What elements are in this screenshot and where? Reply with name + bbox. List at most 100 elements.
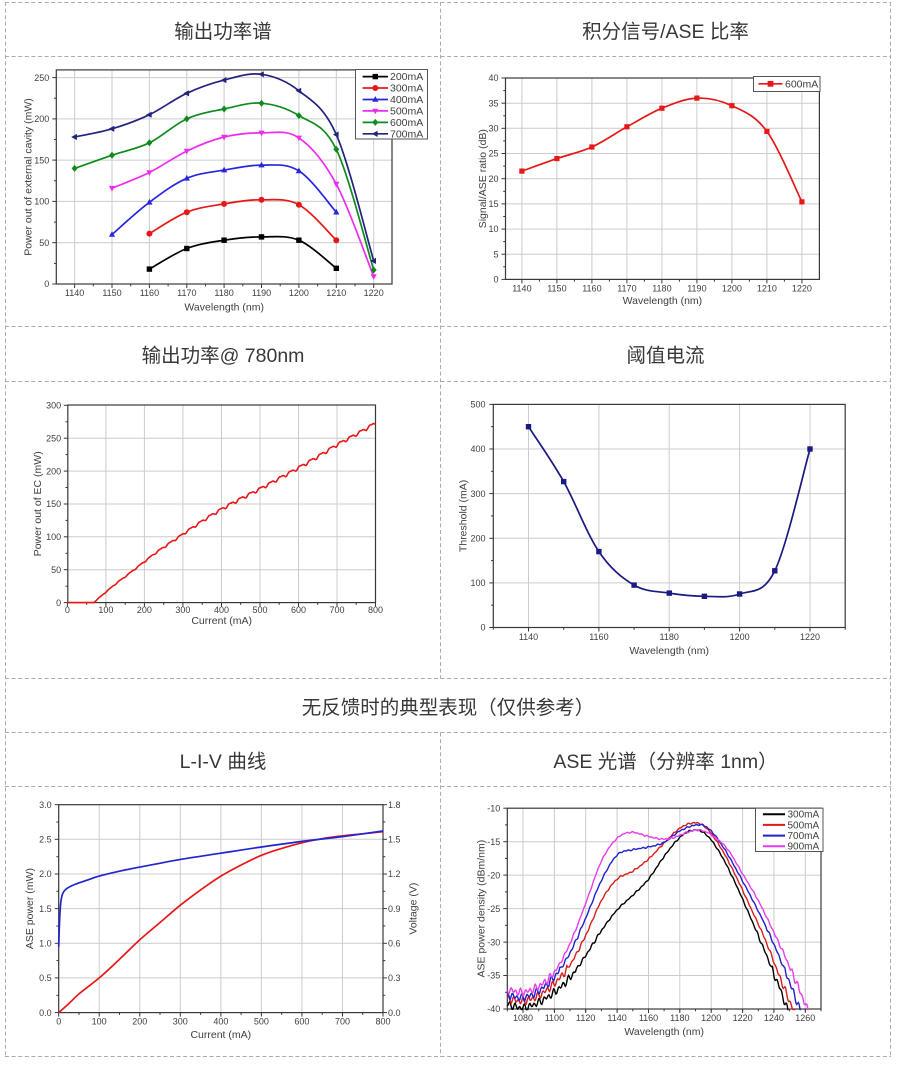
svg-text:200mA: 200mA bbox=[390, 71, 423, 83]
svg-text:1200: 1200 bbox=[722, 283, 742, 293]
svg-text:0: 0 bbox=[44, 279, 49, 289]
svg-text:1180: 1180 bbox=[652, 283, 671, 293]
svg-text:0: 0 bbox=[65, 605, 70, 615]
svg-text:-10: -10 bbox=[487, 803, 500, 813]
svg-text:3.0: 3.0 bbox=[39, 800, 52, 810]
svg-text:Wavelength (nm): Wavelength (nm) bbox=[629, 645, 709, 657]
svg-text:1140: 1140 bbox=[512, 283, 531, 293]
svg-text:0.0: 0.0 bbox=[39, 1008, 52, 1018]
svg-text:1260: 1260 bbox=[795, 1013, 815, 1023]
svg-text:1.0: 1.0 bbox=[39, 939, 52, 949]
svg-text:600mA: 600mA bbox=[785, 78, 818, 90]
svg-text:1170: 1170 bbox=[617, 283, 636, 293]
svg-text:200: 200 bbox=[470, 534, 485, 544]
svg-text:Power out of external cavity (: Power out of external cavity (mW) bbox=[22, 98, 34, 256]
svg-text:ASE power density (dBm/nm): ASE power density (dBm/nm) bbox=[476, 840, 488, 978]
svg-text:1210: 1210 bbox=[326, 288, 346, 298]
svg-text:-20: -20 bbox=[487, 870, 500, 880]
svg-text:1220: 1220 bbox=[792, 283, 812, 293]
svg-text:200: 200 bbox=[132, 1017, 147, 1027]
svg-text:400: 400 bbox=[214, 605, 229, 615]
svg-text:100: 100 bbox=[34, 197, 49, 207]
svg-text:0.0: 0.0 bbox=[388, 1008, 401, 1018]
svg-text:-15: -15 bbox=[487, 837, 500, 847]
svg-text:1160: 1160 bbox=[140, 288, 159, 298]
svg-text:400mA: 400mA bbox=[390, 94, 423, 106]
svg-text:1.5: 1.5 bbox=[388, 835, 401, 845]
svg-text:1.5: 1.5 bbox=[39, 904, 52, 914]
svg-text:400: 400 bbox=[470, 444, 485, 454]
svg-text:1180: 1180 bbox=[214, 288, 233, 298]
svg-text:1220: 1220 bbox=[733, 1013, 753, 1023]
svg-text:100: 100 bbox=[98, 605, 113, 615]
svg-text:1170: 1170 bbox=[177, 288, 196, 298]
svg-text:Current (mA): Current (mA) bbox=[191, 615, 252, 627]
svg-text:800: 800 bbox=[368, 605, 383, 615]
svg-text:300: 300 bbox=[173, 1017, 188, 1027]
svg-text:1210: 1210 bbox=[757, 283, 777, 293]
svg-text:1180: 1180 bbox=[660, 632, 679, 642]
svg-text:400: 400 bbox=[213, 1017, 228, 1027]
svg-text:0.6: 0.6 bbox=[388, 939, 401, 949]
svg-text:1200: 1200 bbox=[730, 632, 750, 642]
svg-text:200: 200 bbox=[46, 466, 61, 476]
svg-text:500: 500 bbox=[252, 605, 267, 615]
svg-text:1140: 1140 bbox=[65, 288, 84, 298]
svg-text:Power out of EC (mW): Power out of EC (mW) bbox=[32, 451, 44, 556]
svg-text:35: 35 bbox=[488, 98, 498, 108]
svg-text:Wavelength (nm): Wavelength (nm) bbox=[624, 1026, 704, 1038]
svg-text:0.9: 0.9 bbox=[388, 904, 401, 914]
svg-text:200: 200 bbox=[34, 114, 49, 124]
svg-text:300: 300 bbox=[470, 489, 485, 499]
svg-text:300: 300 bbox=[175, 605, 190, 615]
svg-text:0: 0 bbox=[56, 1017, 61, 1027]
svg-text:-25: -25 bbox=[487, 904, 500, 914]
svg-text:-30: -30 bbox=[487, 937, 500, 947]
svg-text:1160: 1160 bbox=[582, 283, 601, 293]
svg-text:500mA: 500mA bbox=[788, 820, 820, 831]
svg-text:1240: 1240 bbox=[764, 1013, 784, 1023]
svg-text:600: 600 bbox=[291, 605, 306, 615]
svg-text:500mA: 500mA bbox=[390, 106, 423, 118]
svg-text:1180: 1180 bbox=[670, 1013, 689, 1023]
svg-text:1150: 1150 bbox=[547, 283, 566, 293]
svg-text:0: 0 bbox=[480, 623, 485, 633]
svg-text:25: 25 bbox=[488, 149, 498, 159]
svg-text:2.0: 2.0 bbox=[39, 869, 52, 879]
svg-text:250: 250 bbox=[46, 433, 61, 443]
svg-text:1160: 1160 bbox=[639, 1013, 658, 1023]
svg-text:1140: 1140 bbox=[519, 632, 538, 642]
svg-text:1190: 1190 bbox=[687, 283, 706, 293]
svg-text:600: 600 bbox=[294, 1017, 309, 1027]
svg-text:100: 100 bbox=[92, 1017, 107, 1027]
svg-text:150: 150 bbox=[34, 155, 49, 165]
svg-text:500: 500 bbox=[470, 400, 485, 410]
svg-text:50: 50 bbox=[51, 565, 61, 575]
svg-text:-40: -40 bbox=[487, 1004, 500, 1014]
svg-text:2.5: 2.5 bbox=[39, 835, 52, 845]
svg-text:1160: 1160 bbox=[589, 632, 608, 642]
svg-text:250: 250 bbox=[34, 73, 49, 83]
svg-text:600mA: 600mA bbox=[390, 117, 423, 129]
svg-text:700mA: 700mA bbox=[788, 831, 820, 842]
svg-text:ASE power (mW): ASE power (mW) bbox=[24, 868, 36, 949]
svg-text:-35: -35 bbox=[487, 971, 500, 981]
svg-text:Threshold (mA): Threshold (mA) bbox=[457, 480, 469, 552]
svg-text:300mA: 300mA bbox=[390, 83, 423, 95]
svg-text:50: 50 bbox=[39, 238, 49, 248]
svg-text:Current (mA): Current (mA) bbox=[190, 1029, 251, 1041]
svg-text:5: 5 bbox=[493, 249, 498, 259]
svg-text:1150: 1150 bbox=[102, 288, 121, 298]
svg-text:300: 300 bbox=[46, 401, 61, 411]
svg-text:Wavelength (nm): Wavelength (nm) bbox=[184, 302, 264, 314]
svg-text:20: 20 bbox=[488, 174, 498, 184]
svg-text:0: 0 bbox=[493, 275, 498, 285]
svg-text:1.2: 1.2 bbox=[388, 869, 401, 879]
svg-text:1220: 1220 bbox=[364, 288, 384, 298]
svg-text:500: 500 bbox=[254, 1017, 269, 1027]
svg-text:15: 15 bbox=[488, 199, 498, 209]
svg-text:700mA: 700mA bbox=[390, 128, 423, 140]
svg-text:30: 30 bbox=[488, 124, 498, 134]
svg-text:700: 700 bbox=[329, 605, 344, 615]
svg-text:1140: 1140 bbox=[607, 1013, 626, 1023]
